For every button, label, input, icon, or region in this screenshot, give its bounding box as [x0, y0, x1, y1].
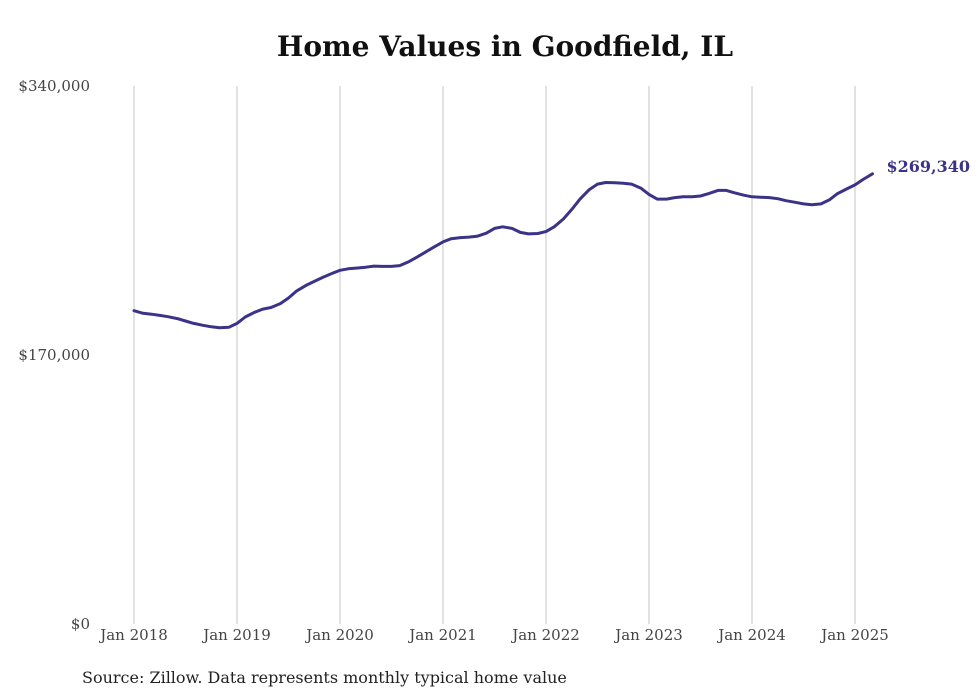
series-line-home-value [132, 172, 874, 330]
x-tick-label: Jan 2024 [716, 626, 786, 644]
x-tick-label: Jan 2018 [98, 626, 168, 644]
y-tick-label: $170,000 [18, 346, 90, 364]
x-tick-label: Jan 2019 [201, 626, 271, 644]
x-tick-label: Jan 2025 [819, 626, 889, 644]
end-value-label: $269,340 [887, 157, 971, 176]
x-tick-label: Jan 2021 [407, 626, 477, 644]
x-tick-label: Jan 2023 [613, 626, 683, 644]
y-tick-label: $0 [71, 615, 90, 633]
y-tick-label: $340,000 [18, 77, 90, 95]
source-note: Source: Zillow. Data represents monthly … [82, 668, 567, 687]
y-axis: $0 $170,000 $340,000 [18, 77, 90, 633]
x-tick-label: Jan 2022 [510, 626, 580, 644]
chart-title: Home Values in Goodfield, IL [276, 30, 734, 63]
x-tick-label: Jan 2020 [304, 626, 374, 644]
x-axis: Jan 2018 Jan 2019 Jan 2020 Jan 2021 Jan 2022… [98, 626, 889, 644]
gridlines [133, 86, 856, 624]
